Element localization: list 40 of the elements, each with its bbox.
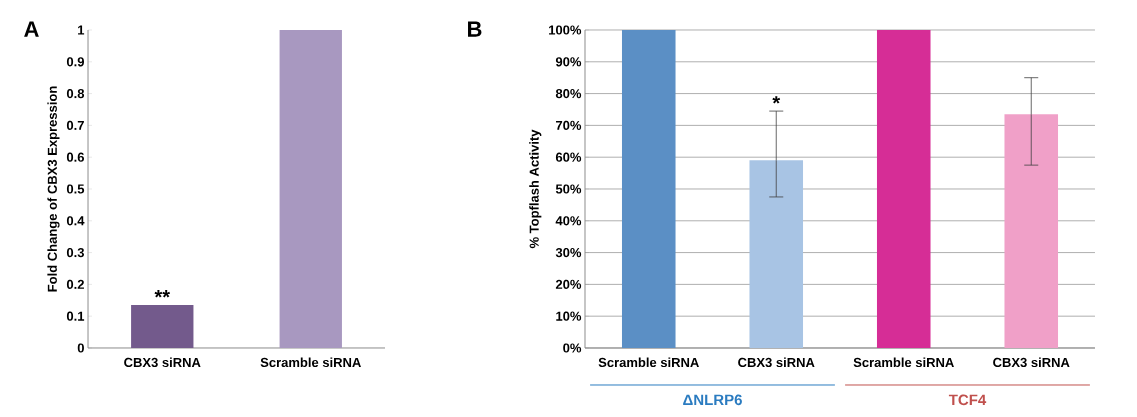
text: TCF4 bbox=[948, 394, 987, 406]
x-tick-label: Scramble siRNA bbox=[260, 357, 361, 368]
y-tick-label: 80% bbox=[555, 88, 582, 99]
y-tick-label: 90% bbox=[555, 57, 582, 67]
chart-title: A bbox=[24, 21, 39, 37]
y-tick-label: 0% bbox=[563, 343, 582, 353]
bar bbox=[876, 29, 931, 348]
bar bbox=[621, 29, 676, 348]
x-tick-label: CBX3 siRNA bbox=[993, 357, 1070, 368]
y-axis-title: % Topflash Activity bbox=[529, 129, 542, 249]
annotation: * bbox=[772, 96, 781, 104]
y-tick-label: 0.5 bbox=[66, 184, 85, 194]
text: ΔNLRP6 bbox=[683, 394, 742, 406]
y-tick-label: 0.2 bbox=[66, 279, 84, 289]
x-tick-label: CBX3 siRNA bbox=[738, 357, 815, 368]
y-tick-label: 70% bbox=[556, 120, 582, 130]
x-tick-label: Scramble siRNA bbox=[853, 357, 954, 368]
y-tick-label: 0.6 bbox=[66, 152, 85, 162]
y-axis-title: Fold Change of CBX3 Expression bbox=[47, 86, 60, 292]
y-tick-label: 0.4 bbox=[66, 216, 85, 226]
y-tick-label: 60% bbox=[555, 152, 582, 162]
y-tick-label: 40% bbox=[555, 216, 582, 226]
y-tick-label: 0.3 bbox=[66, 247, 85, 258]
annotation: ** bbox=[154, 290, 171, 298]
x-tick-label: Scramble siRNA bbox=[598, 357, 699, 368]
y-tick-label: 10% bbox=[556, 311, 582, 321]
bar bbox=[749, 160, 804, 348]
y-tick-label: 20% bbox=[555, 279, 582, 289]
y-tick-label: 50% bbox=[555, 184, 582, 194]
bar bbox=[1004, 114, 1059, 348]
y-tick-label: 0 bbox=[77, 343, 84, 353]
y-tick-label: 1 bbox=[78, 25, 85, 35]
chart-title: B bbox=[468, 21, 482, 37]
y-tick-label: 0.9 bbox=[66, 57, 84, 67]
y-tick-label: 0.1 bbox=[66, 311, 85, 321]
y-tick-label: 30% bbox=[555, 247, 582, 258]
x-tick-label: CBX3 siRNA bbox=[124, 357, 201, 368]
y-tick-label: 0.7 bbox=[66, 120, 84, 130]
y-tick-label: 100% bbox=[549, 25, 582, 35]
y-tick-label: 0.8 bbox=[66, 88, 85, 99]
